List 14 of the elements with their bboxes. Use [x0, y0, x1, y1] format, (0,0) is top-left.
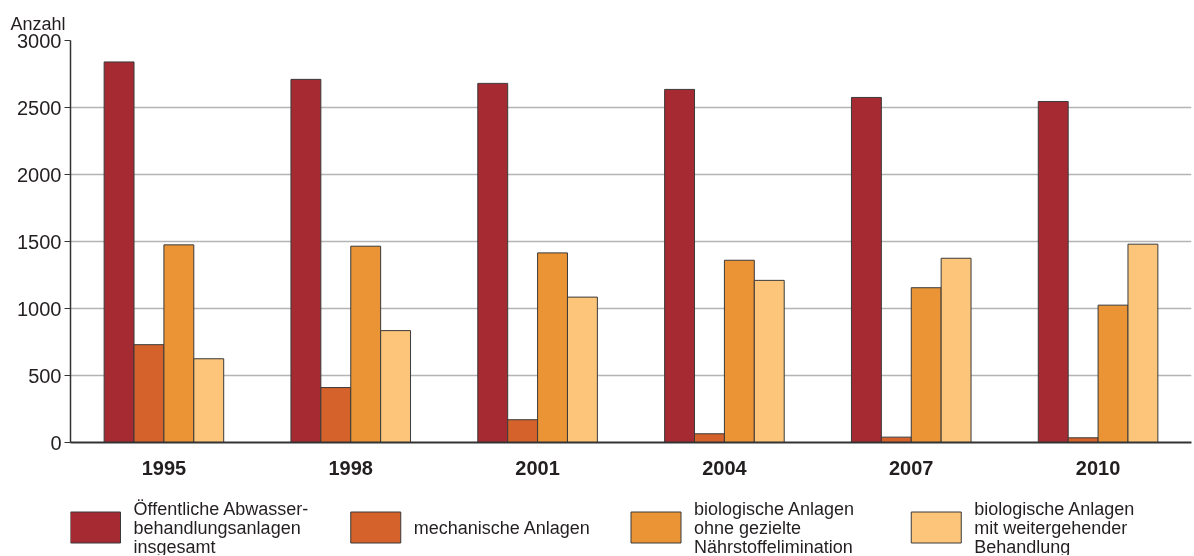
x-tick-label: 2001 [515, 456, 560, 479]
x-tick-label: 2010 [1075, 456, 1121, 479]
y-tick-label: 2500 [17, 96, 62, 119]
y-tick-label: 500 [28, 364, 62, 387]
legend-label: mechanische Anlagen [413, 517, 590, 538]
x-tick-label: 2004 [702, 456, 748, 479]
x-tick-label: 1995 [141, 456, 187, 479]
y-tick-label: 1000 [17, 297, 62, 320]
x-tick-label: 2007 [889, 456, 934, 479]
y-tick-label: 0 [50, 431, 62, 454]
legend-label: biologische Anlagen ohne gezielte Nährstoffelimination [694, 498, 855, 556]
x-tick-label: 1998 [328, 456, 373, 479]
y-tick-label: 2000 [17, 163, 62, 186]
y-tick-label: 1500 [17, 230, 62, 253]
